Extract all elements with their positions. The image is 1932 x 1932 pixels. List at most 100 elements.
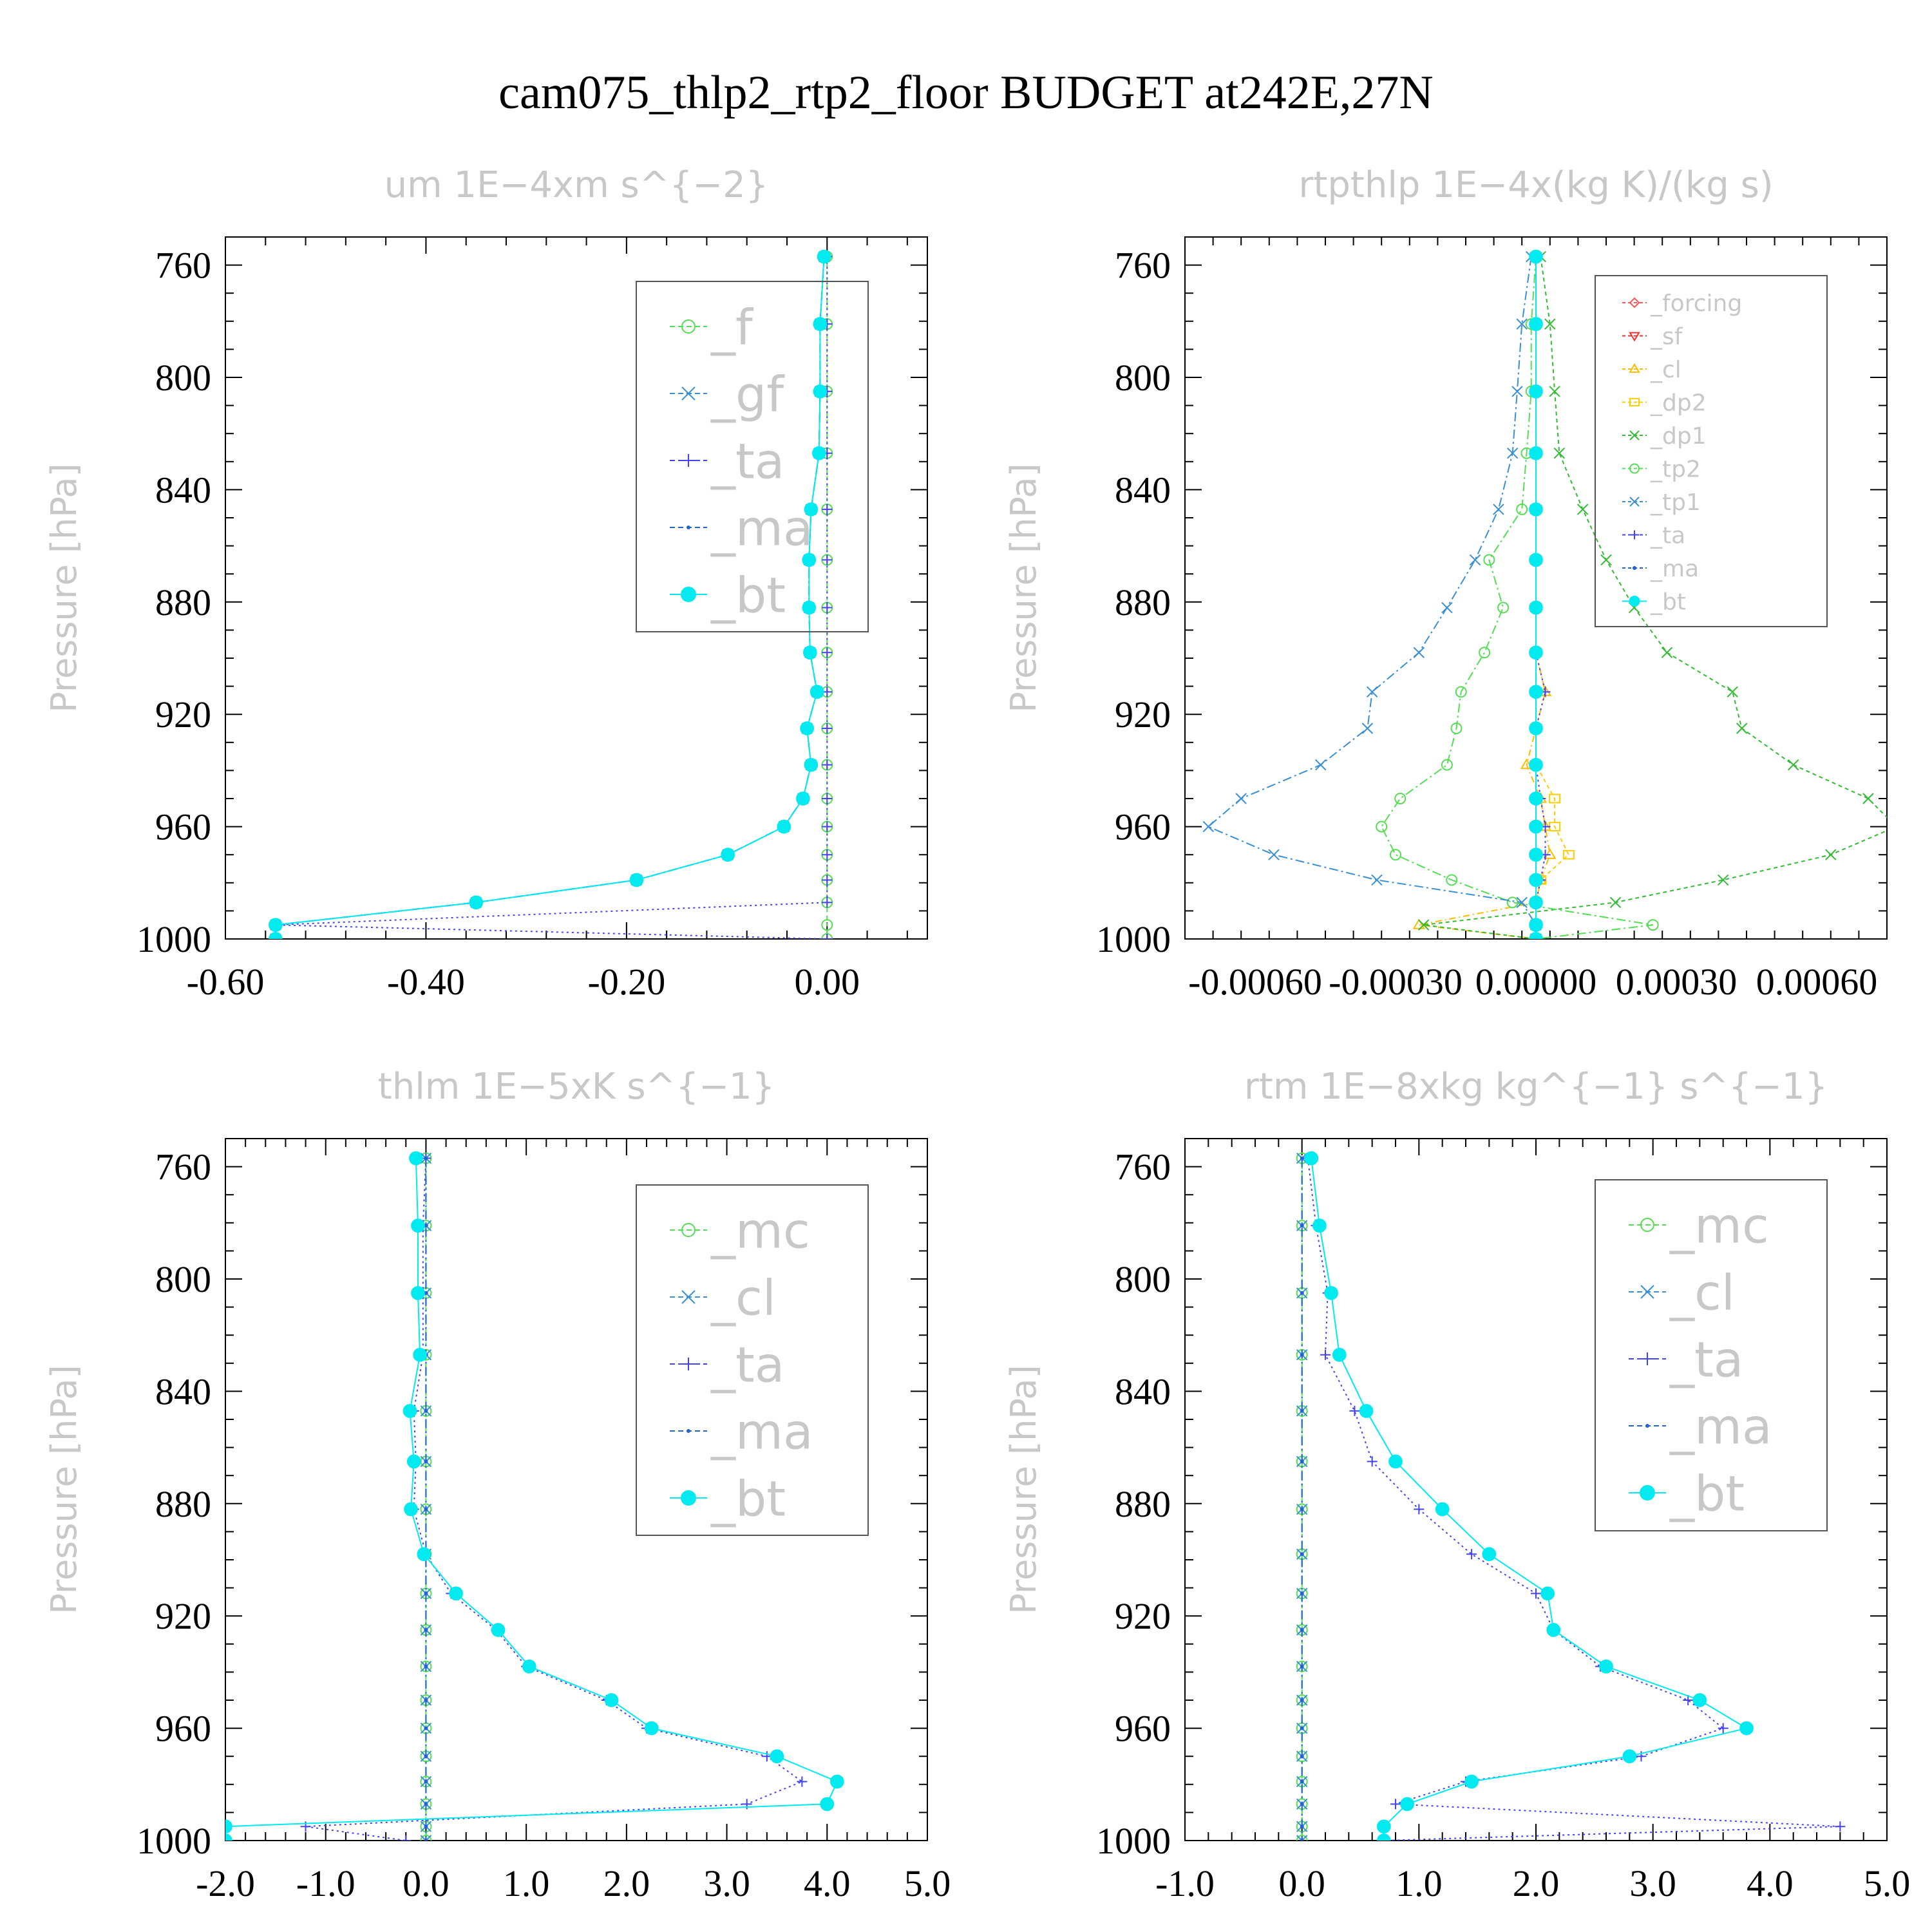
legend-entry: _ma	[710, 499, 813, 556]
y-tick-label: 1000	[137, 918, 211, 960]
data-point-ta	[822, 759, 833, 770]
data-point-ma	[1300, 1507, 1304, 1511]
data-point-bt	[721, 848, 735, 862]
data-point-cl	[420, 1835, 432, 1841]
data-point-tp1	[1469, 554, 1481, 566]
data-point-ta	[1531, 1588, 1541, 1599]
y-tick-label: 920	[1115, 1595, 1171, 1637]
data-point-ma	[424, 1591, 428, 1596]
data-point-ma	[1300, 1459, 1304, 1464]
data-point-ma	[424, 1507, 428, 1511]
data-point-tp1	[1506, 448, 1519, 459]
legend-entry: _ta	[1669, 1331, 1743, 1388]
data-point-f	[821, 919, 833, 931]
legend-marker	[687, 1429, 690, 1433]
legend-marker	[1629, 430, 1640, 440]
series-layer	[1202, 249, 1902, 939]
data-point-ta	[1466, 1549, 1477, 1560]
data-point-bt	[1529, 819, 1543, 834]
data-point-ta	[1390, 1799, 1401, 1810]
data-point-ma	[1300, 1779, 1304, 1784]
data-point-bt	[1529, 600, 1543, 615]
data-point-ma	[1300, 1839, 1304, 1841]
data-point-bt	[1529, 918, 1543, 933]
data-point-bt	[411, 1218, 425, 1233]
data-point-ta	[822, 793, 833, 804]
data-point-dp2	[1562, 849, 1575, 860]
legend-marker	[1629, 297, 1640, 308]
y-tick-label: 800	[1115, 357, 1171, 399]
legend-marker	[682, 454, 695, 467]
series-line-bt	[274, 256, 825, 939]
data-point-dp1	[1891, 822, 1902, 832]
data-point-bt	[1529, 249, 1543, 264]
data-point-ta	[822, 849, 833, 860]
data-point-bt	[1529, 384, 1543, 399]
x-tick-label: 2.0	[1513, 1862, 1560, 1904]
legend-marker	[1640, 1218, 1654, 1232]
data-point-bt	[1359, 1404, 1374, 1418]
panel-title: thlm 1E−5xK s^{−1}	[378, 1066, 775, 1108]
figure-title: cam075_thlp2_rtp2_floor BUDGET at242E,27…	[498, 66, 1434, 119]
data-point-bt	[817, 249, 831, 264]
data-point-ma	[1300, 1552, 1304, 1557]
data-point-tp1	[1441, 601, 1453, 614]
data-point-bt	[406, 1454, 421, 1469]
data-point-dp1	[1609, 896, 1622, 909]
data-point-bt	[404, 1502, 418, 1517]
data-point-ta	[822, 897, 833, 908]
x-tick-label: 0.0	[1278, 1862, 1325, 1904]
data-point-dp1	[1661, 647, 1673, 658]
data-point-ma	[1300, 1698, 1304, 1702]
data-point-bt	[1376, 1833, 1391, 1841]
legend-box	[1595, 275, 1828, 627]
data-point-bt	[830, 1774, 844, 1789]
y-tick-label: 760	[155, 1146, 211, 1188]
data-point-bt	[1529, 685, 1543, 699]
series-line-tp2	[1381, 256, 1653, 939]
series-line-ta	[305, 1158, 804, 1841]
legend-entry: _bt	[1669, 1464, 1745, 1522]
data-point-bt	[417, 1547, 431, 1562]
data-point-ma	[424, 1779, 428, 1784]
data-point-ta	[1414, 1504, 1425, 1515]
data-point-dp1	[1736, 723, 1748, 734]
data-point-bt	[777, 819, 791, 834]
data-point-bt	[1529, 873, 1543, 887]
legend-marker	[1645, 1424, 1649, 1428]
y-tick-label: 960	[155, 806, 211, 848]
legend-marker	[681, 1490, 696, 1506]
data-point-dp2	[1549, 793, 1561, 804]
data-point-ta	[1835, 1821, 1846, 1832]
data-point-bt	[1529, 317, 1543, 332]
data-point-bt	[409, 1151, 423, 1166]
y-tick-label: 840	[155, 469, 211, 511]
x-tick-label: 0.00	[795, 961, 860, 1003]
data-point-bt	[1599, 1659, 1613, 1674]
data-point-bt	[1529, 553, 1543, 567]
x-tick-label: -1.0	[1155, 1862, 1215, 1904]
legend-marker	[681, 1290, 696, 1304]
series-layer	[1296, 1151, 1846, 1841]
data-point-ta	[822, 723, 833, 734]
data-point-ta	[1367, 1456, 1378, 1467]
legend-entry: _mc	[710, 1202, 810, 1259]
data-point-bt	[1482, 1547, 1497, 1562]
data-point-dp1	[1727, 686, 1738, 698]
data-point-bt	[1529, 791, 1543, 806]
legend-marker	[681, 319, 696, 334]
panel-title: rtm 1E−8xkg kg^{−1} s^{−1}	[1244, 1066, 1828, 1108]
data-point-bt	[1529, 848, 1543, 862]
series-layer	[269, 249, 833, 939]
data-point-tp2	[1450, 723, 1463, 734]
legend-entry: _dp2	[1650, 390, 1707, 416]
x-tick-label: 5.0	[1864, 1862, 1911, 1904]
x-tick-label: 0.00000	[1475, 961, 1597, 1003]
data-point-dp1	[1825, 849, 1837, 860]
x-tick-label: -0.20	[587, 961, 665, 1003]
data-point-ma	[424, 1224, 428, 1228]
legend-marker	[681, 1223, 696, 1237]
rtpthlp-budget-chart: rtpthlp 1E−4x(kg K)/(kg s) Pressure [hPa]…	[1003, 164, 1902, 1003]
data-point-bt	[225, 1833, 232, 1841]
